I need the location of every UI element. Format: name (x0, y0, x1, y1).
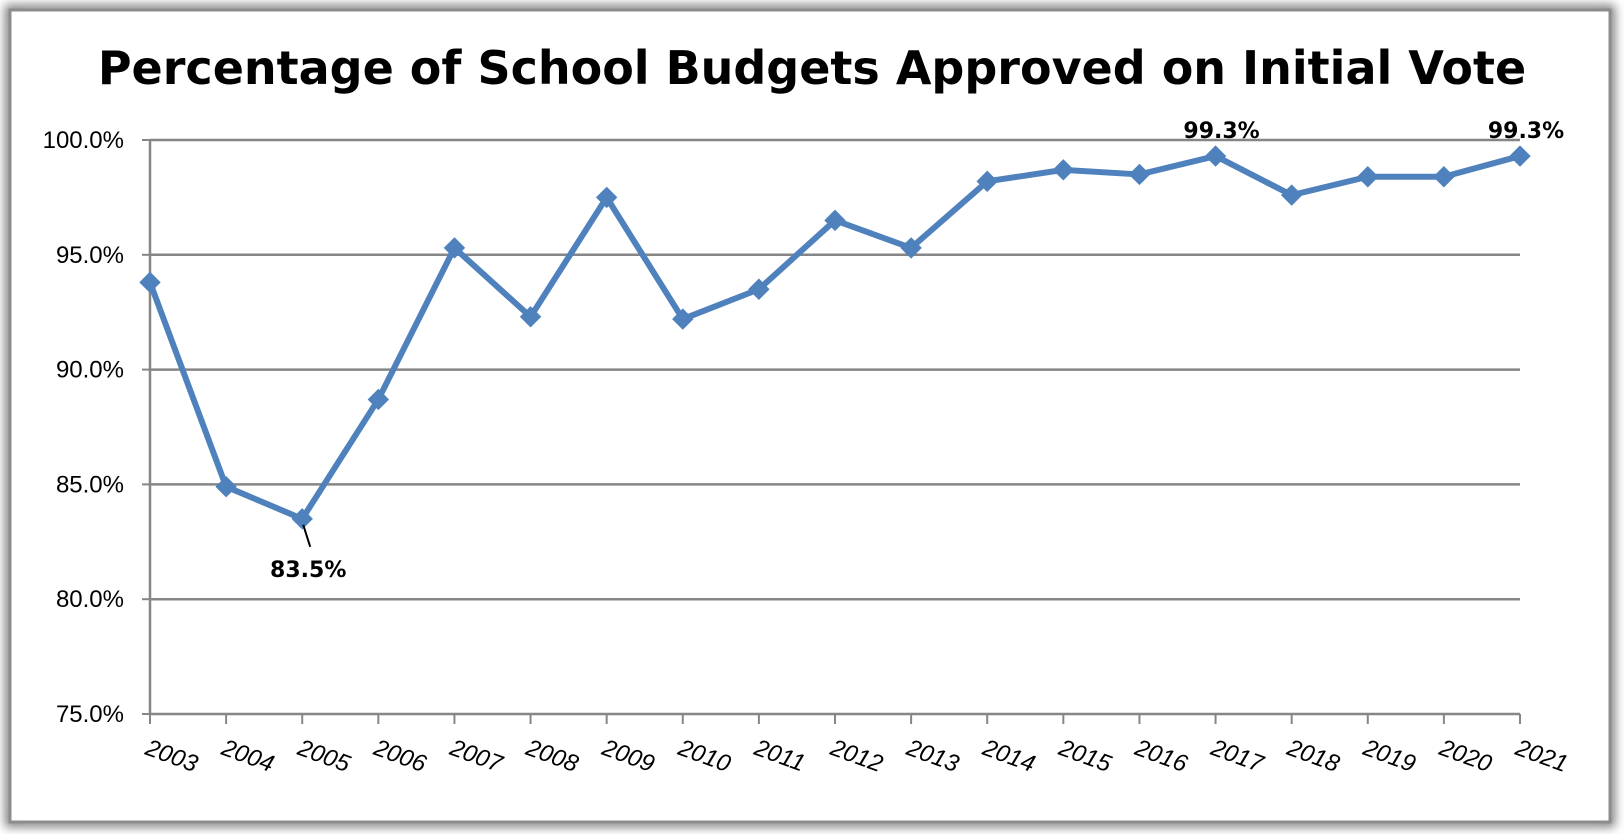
data-point (824, 209, 846, 232)
data-point (1509, 145, 1531, 167)
data-point (1433, 166, 1455, 188)
y-tick-label: 85.0% (56, 471, 124, 498)
series-layer (139, 145, 1531, 530)
y-axis-tick-labels: 75.0% 80.0% 85.0% 90.0% 95.0% 100.0% (43, 127, 124, 728)
data-point (519, 306, 542, 328)
data-point (900, 237, 922, 259)
data-point (139, 271, 161, 294)
data-label: 99.3% (1488, 119, 1564, 144)
frame-border (8, 8, 1612, 824)
chart-title: Percentage of School Budgets Approved on… (98, 41, 1526, 95)
gridlines (150, 138, 1520, 601)
data-point (1052, 159, 1075, 181)
data-label: 99.3% (1183, 119, 1259, 144)
y-tick-label: 75.0% (56, 701, 124, 728)
data-point (1128, 163, 1151, 186)
data-point (748, 278, 770, 300)
data-point (1280, 184, 1303, 206)
data-point (672, 308, 694, 330)
data-labels: 83.5% 99.3% 99.3% (270, 119, 1564, 583)
data-point (443, 237, 466, 259)
y-tick-label: 90.0% (56, 357, 124, 384)
data-point (291, 508, 313, 530)
data-point (595, 186, 618, 209)
data-point (1357, 166, 1379, 188)
data-point (1204, 145, 1227, 167)
data-point (215, 475, 237, 498)
data-point (976, 170, 998, 193)
data-label-leader (302, 524, 312, 548)
y-tick-label: 95.0% (56, 242, 124, 269)
y-tick-label: 80.0% (56, 586, 124, 613)
data-label: 83.5% (270, 558, 346, 583)
axes (142, 139, 1521, 724)
y-tick-label: 100.0% (43, 127, 124, 154)
data-point (367, 388, 390, 411)
